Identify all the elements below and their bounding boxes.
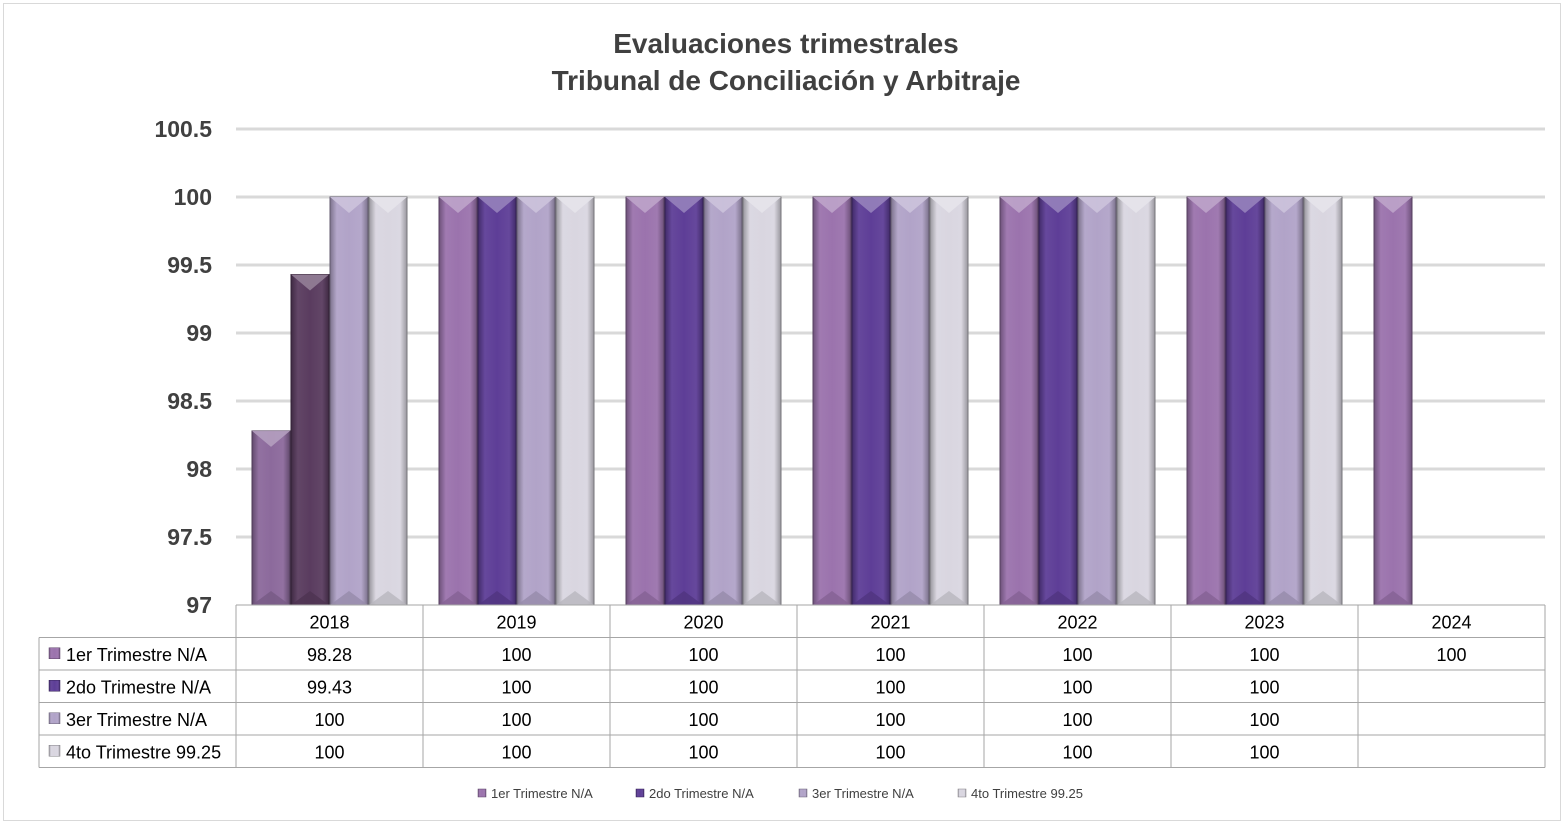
- data-table: 2018 2019 2020 2021 2022 2023 2024 1er Trimestr…: [38, 604, 1546, 768]
- bar: [329, 196, 369, 606]
- y-tick-label: 100.5: [154, 116, 212, 142]
- legend-label: 1er Trimestre N/A: [491, 786, 593, 801]
- legend-key: [957, 788, 967, 798]
- legend-label: 3er Trimestre N/A: [812, 786, 914, 801]
- bar: [290, 274, 330, 606]
- legend-label: 4to Trimestre 99.25: [971, 786, 1083, 801]
- data-label: 100: [688, 742, 718, 762]
- bar: [890, 196, 930, 606]
- bar: [1077, 196, 1117, 606]
- bar: [664, 196, 704, 606]
- bar: [1038, 196, 1078, 606]
- y-tick-label: 99.5: [167, 252, 212, 278]
- data-label: 100: [501, 645, 531, 665]
- data-label: 100: [688, 710, 718, 730]
- legend-item: 4to Trimestre 99.25: [957, 786, 1083, 801]
- bar: [1303, 196, 1343, 606]
- legend-key: [48, 680, 61, 692]
- data-label: 100: [875, 645, 905, 665]
- chart-svg: Evaluaciones trimestrales Tribunal de Co…: [38, 28, 1546, 801]
- series-label: 2do Trimestre N/A: [66, 677, 211, 697]
- data-label: 98.28: [307, 645, 352, 665]
- bar: [1373, 196, 1413, 606]
- data-label: 100: [314, 710, 344, 730]
- bar: [555, 196, 595, 606]
- x-tick-label: 2023: [1244, 612, 1284, 632]
- data-label: 100: [1249, 710, 1279, 730]
- bar: [812, 196, 852, 606]
- bar: [516, 196, 556, 606]
- data-label: 100: [1436, 645, 1466, 665]
- chart-frame: Evaluaciones trimestrales Tribunal de Co…: [3, 3, 1561, 821]
- legend-key: [48, 647, 61, 659]
- x-tick-label: 2020: [683, 612, 723, 632]
- y-tick-label: 99: [186, 320, 212, 346]
- bar: [438, 196, 478, 606]
- data-label: 100: [1062, 710, 1092, 730]
- legend-item: 3er Trimestre N/A: [798, 786, 914, 801]
- data-label: 100: [1062, 742, 1092, 762]
- data-label: 100: [1062, 645, 1092, 665]
- legend-key: [635, 788, 645, 798]
- bar: [999, 196, 1039, 606]
- series-label: 1er Trimestre N/A: [66, 645, 207, 665]
- legend-key: [477, 788, 487, 798]
- legend-key: [48, 745, 61, 757]
- legend-item: 2do Trimestre N/A: [635, 786, 754, 801]
- x-tick-label: 2022: [1057, 612, 1097, 632]
- chart-subtitle: Tribunal de Conciliación y Arbitraje: [552, 65, 1021, 96]
- bar: [1116, 196, 1156, 606]
- bar: [1225, 196, 1265, 606]
- bar: [251, 430, 291, 606]
- bar: [368, 196, 408, 606]
- legend-label: 2do Trimestre N/A: [649, 786, 754, 801]
- chart-title: Evaluaciones trimestrales: [613, 28, 959, 59]
- series-label: 4to Trimestre 99.25: [66, 742, 221, 762]
- bar: [851, 196, 891, 606]
- data-label: 99.43: [307, 677, 352, 697]
- legend-item: 1er Trimestre N/A: [477, 786, 593, 801]
- data-label: 100: [688, 677, 718, 697]
- data-label: 100: [1249, 677, 1279, 697]
- data-label: 100: [314, 742, 344, 762]
- x-tick-label: 2018: [309, 612, 349, 632]
- bar: [477, 196, 517, 606]
- data-label: 100: [501, 710, 531, 730]
- x-tick-label: 2021: [870, 612, 910, 632]
- bar: [703, 196, 743, 606]
- data-label: 100: [875, 677, 905, 697]
- bar: [929, 196, 969, 606]
- data-label: 100: [688, 645, 718, 665]
- data-label: 100: [501, 677, 531, 697]
- y-tick-label: 97.5: [167, 524, 212, 550]
- y-tick-label: 98: [186, 456, 212, 482]
- y-tick-label: 97: [186, 592, 212, 618]
- y-tick-label: 100: [174, 184, 212, 210]
- data-label: 100: [1249, 645, 1279, 665]
- x-tick-label: 2019: [496, 612, 536, 632]
- series-label: 3er Trimestre N/A: [66, 710, 207, 730]
- legend-key: [48, 712, 61, 724]
- data-label: 100: [875, 742, 905, 762]
- bar: [1186, 196, 1226, 606]
- data-label: 100: [1249, 742, 1279, 762]
- data-label: 100: [1062, 677, 1092, 697]
- legend-key: [798, 788, 808, 798]
- bar: [1264, 196, 1304, 606]
- y-axis-ticks: 97 97.5 98 98.5 99 99.5 100 100.5: [154, 116, 212, 618]
- data-label: 100: [501, 742, 531, 762]
- data-label: 100: [875, 710, 905, 730]
- x-tick-label: 2024: [1431, 612, 1471, 632]
- bar: [625, 196, 665, 606]
- y-tick-label: 98.5: [167, 388, 212, 414]
- bar: [742, 196, 782, 606]
- legend: 1er Trimestre N/A 2do Trimestre N/A 3er Tr…: [477, 786, 1083, 801]
